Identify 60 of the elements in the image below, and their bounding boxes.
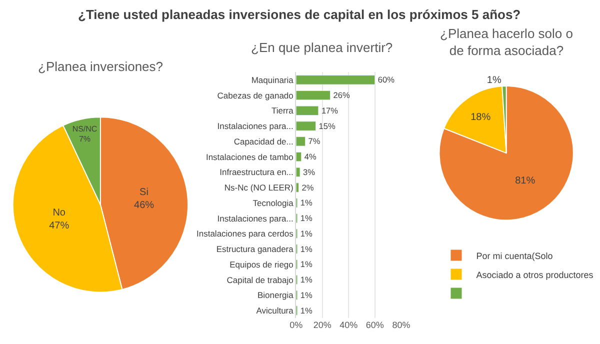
y-tick-label: Bionergia	[257, 290, 294, 300]
data-label: 1%	[300, 198, 314, 208]
bar	[296, 90, 330, 100]
y-tick-label: Estructura ganadera	[216, 244, 294, 254]
data-label: 1%	[300, 213, 314, 224]
y-tick-label: Instalaciones para cerdos	[196, 228, 294, 239]
y-tick-label: Maquinaria	[251, 74, 294, 85]
legend-label: Por mi cuenta(Solo	[476, 250, 553, 261]
data-label: 7%	[308, 136, 321, 146]
x-tick-label: 20%	[313, 320, 332, 330]
y-tick-label: Tecnologia	[252, 198, 294, 208]
y-tick-label: Capacidad de...	[234, 136, 294, 146]
y-tick-label: Capital de trabajo	[226, 274, 294, 285]
data-label: 46%	[134, 200, 154, 212]
y-tick-label: Equipos de riego	[230, 259, 294, 270]
y-tick-label: Instalaciones de tambo	[206, 152, 294, 162]
bar	[296, 106, 319, 116]
data-label: 1%	[300, 244, 314, 254]
data-label: 7%	[78, 134, 91, 144]
legend-label: Asociado a otros productores	[476, 270, 594, 280]
chart-title: ¿Planea hacerlo solo o de forma asociada?	[440, 26, 573, 58]
y-tick-label: Avicultura	[256, 305, 294, 316]
data-label: 3%	[303, 166, 316, 177]
bar	[296, 182, 299, 192]
x-tick-label: 0%	[290, 320, 303, 330]
data-label: 26%	[333, 90, 350, 100]
data-label: 60%	[378, 74, 396, 85]
data-label: 1%	[300, 228, 314, 238]
bar	[296, 167, 300, 178]
data-label: 1%	[300, 290, 314, 300]
chart-subtitle: ¿Planea inversiones?	[38, 59, 164, 74]
y-tick-label: Tierra	[271, 106, 294, 116]
data-label: 47%	[49, 220, 70, 232]
pie-slice	[438, 86, 574, 221]
chart-title: ¿En que planea invertir?	[251, 40, 393, 55]
y-tick-label: Instalaciones para...	[217, 121, 294, 132]
data-label: 81%	[515, 175, 536, 186]
x-tick-label: 40%	[340, 320, 358, 330]
data-label: 17%	[321, 105, 339, 116]
bar	[296, 75, 376, 85]
x-tick-label: 60%	[366, 320, 384, 330]
text: ¿Tiene usted planeadas inversiones de capital en los próximos 5 años?	[78, 7, 521, 22]
data-label: 18%	[470, 112, 491, 124]
y-tick-label: Cabezas de ganado	[217, 90, 294, 100]
data-label: 4%	[304, 152, 317, 162]
data-label: 15%	[318, 120, 336, 131]
slice-label: Si	[140, 187, 148, 198]
data-label: 1%	[486, 75, 502, 86]
bar	[296, 121, 316, 131]
data-label: 2%	[302, 182, 314, 192]
bar	[296, 136, 306, 146]
data-label: 1%	[300, 305, 314, 316]
y-tick-label: Infraestructura en...	[220, 167, 294, 178]
y-tick-label: Ns-Nc (NO LEER)	[224, 182, 294, 193]
y-tick-label: Instalaciones para...	[217, 213, 294, 224]
slice-label: No	[52, 208, 66, 219]
slice-label: NS/NC	[72, 124, 98, 134]
data-label: 1%	[300, 259, 314, 270]
data-label: 1%	[300, 274, 314, 285]
x-tick-label: 80%	[392, 320, 410, 330]
